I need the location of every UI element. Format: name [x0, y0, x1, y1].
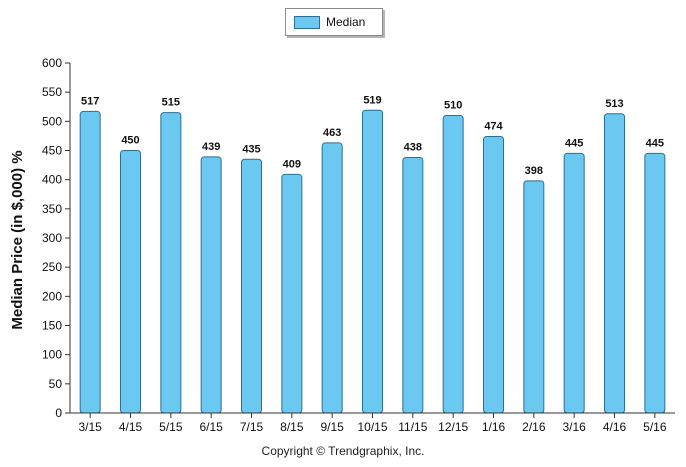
- data-label: 439: [202, 141, 220, 153]
- bar: [604, 113, 625, 414]
- y-tick-label: 300: [42, 231, 62, 245]
- data-label: 450: [121, 135, 139, 147]
- data-label: 519: [363, 94, 381, 106]
- bar: [362, 109, 383, 414]
- x-tick-label: 12/15: [438, 420, 468, 434]
- data-label: 510: [444, 100, 462, 112]
- y-tick-label: 250: [42, 260, 62, 274]
- bar: [644, 152, 666, 414]
- bar: [79, 110, 101, 414]
- x-tick-label: 7/15: [240, 420, 264, 434]
- y-tick-label: 450: [42, 144, 62, 158]
- x-tick-label: 3/16: [562, 420, 586, 434]
- x-tick-label: 11/15: [398, 420, 427, 434]
- bar: [402, 157, 424, 414]
- y-tick-label: 550: [42, 85, 62, 99]
- data-label: 513: [605, 98, 623, 110]
- legend-label-median: Median: [326, 15, 366, 29]
- data-label: 438: [404, 142, 422, 154]
- y-axis: 0 50 100 150 200 250 300 350 400 450 500 550 600: [42, 56, 71, 420]
- y-tick-label: 350: [42, 202, 62, 216]
- x-tick-label: 5/16: [643, 420, 667, 434]
- x-tick-label: 1/16: [482, 420, 506, 434]
- x-tick-label: 4/16: [603, 420, 627, 434]
- y-tick-label: 50: [49, 377, 63, 391]
- x-tick-label: 8/15: [280, 420, 304, 434]
- y-tick-label: 200: [42, 289, 62, 303]
- data-label: 409: [283, 158, 301, 170]
- y-axis-title: Median Price (in $,000) %: [9, 150, 26, 329]
- x-tick-label: 3/15: [78, 420, 102, 434]
- x-tick-label: 2/16: [522, 420, 546, 434]
- bar: [281, 173, 303, 414]
- bar: [523, 180, 545, 414]
- y-tick-label: 150: [42, 319, 62, 333]
- y-tick-label: 400: [42, 173, 62, 187]
- bar: [160, 112, 182, 414]
- x-tick-label: 6/15: [199, 420, 223, 434]
- data-label: 463: [323, 127, 341, 139]
- y-tick-label: 600: [42, 56, 62, 70]
- bar: [483, 136, 504, 414]
- bar: [200, 156, 222, 414]
- data-label: 445: [565, 137, 583, 149]
- y-tick-label: 100: [42, 348, 62, 362]
- bar: [120, 150, 141, 414]
- bar: [442, 115, 464, 414]
- data-label: 515: [162, 97, 180, 109]
- y-tick-label: 0: [55, 406, 62, 420]
- data-labels: 517 450 515 439 435 409 463 519 438 510 474 398 445 5…: [81, 94, 664, 177]
- x-tick-label: 5/15: [159, 420, 183, 434]
- x-tick-label: 9/15: [320, 420, 344, 434]
- bar: [321, 142, 343, 414]
- copyright-text: Copyright © Trendgraphix, Inc.: [261, 444, 425, 458]
- y-tick-label: 500: [42, 114, 62, 128]
- bar: [563, 152, 585, 414]
- bars: [79, 109, 666, 414]
- legend-swatch-median: [294, 16, 320, 29]
- legend: Median: [285, 8, 383, 36]
- data-label: 398: [525, 165, 543, 177]
- data-label: 435: [242, 143, 260, 155]
- data-label: 445: [646, 137, 664, 149]
- x-tick-label: 10/15: [357, 420, 387, 434]
- data-label: 474: [484, 121, 503, 133]
- x-tick-label: 4/15: [119, 420, 143, 434]
- data-label: 517: [81, 95, 99, 107]
- bar: [241, 158, 262, 414]
- x-axis: 3/15 4/15 5/15 6/15 7/15 8/15 9/15 10/15 11/15 12…: [70, 412, 675, 434]
